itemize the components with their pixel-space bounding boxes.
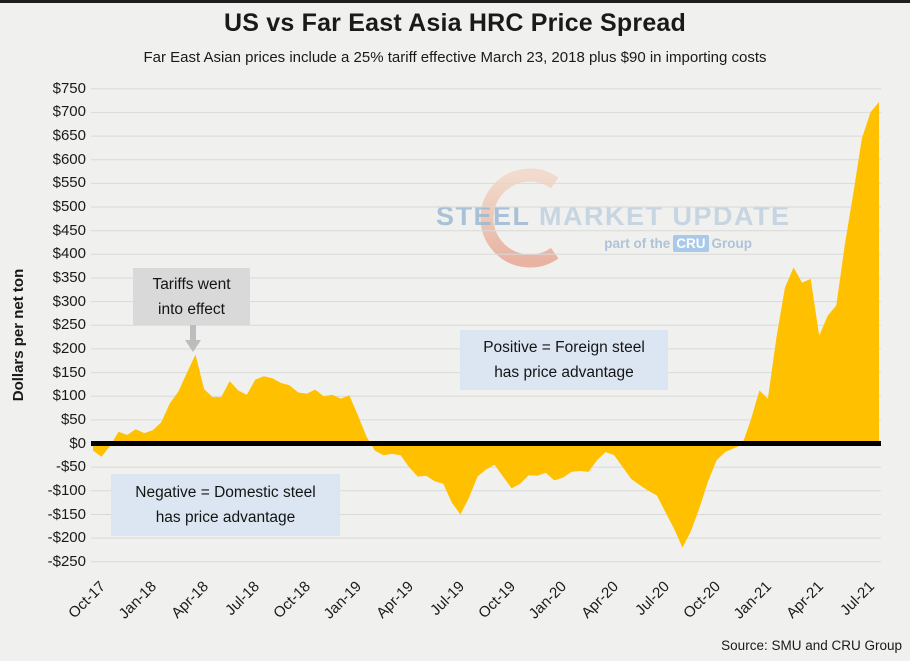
positive-annotation-line1: Positive = Foreign steel — [483, 339, 645, 356]
crescent-logo-icon — [480, 168, 559, 268]
positive-annotation-line2: has price advantage — [494, 364, 634, 381]
chart-subtitle: Far East Asian prices include a 25% tari… — [143, 49, 767, 66]
tariff-annotation-line2: into effect — [158, 300, 225, 318]
watermark-wordmark: STEEL MARKET UPDATE — [436, 201, 836, 232]
top-border-line — [0, 0, 910, 3]
negative-annotation-line2: has price advantage — [155, 509, 296, 526]
tariff-annotation: Tariffs went into effect — [133, 268, 250, 325]
spread-area-series — [93, 102, 879, 548]
watermark-part-of-cru: part of the CRU Group — [552, 235, 753, 252]
watermark-part-of-the: part of the — [604, 236, 671, 251]
watermark-market-update: MARKET UPDATE — [530, 201, 791, 231]
chart-title: US vs Far East Asia HRC Price Spread — [223, 9, 687, 37]
down-arrow-icon — [185, 325, 201, 352]
source-credit: Source: SMU and CRU Group — [721, 638, 902, 653]
negative-spread-annotation: Negative = Domestic steel has price adva… — [111, 474, 340, 536]
positive-spread-annotation: Positive = Foreign steel has price advan… — [460, 330, 668, 390]
cru-badge: CRU — [673, 235, 709, 252]
watermark-steel: STEEL — [436, 201, 531, 231]
watermark-group: Group — [711, 236, 753, 251]
tariff-annotation-line1: Tariffs went — [152, 275, 231, 293]
negative-annotation-line1: Negative = Domestic steel — [135, 484, 316, 501]
